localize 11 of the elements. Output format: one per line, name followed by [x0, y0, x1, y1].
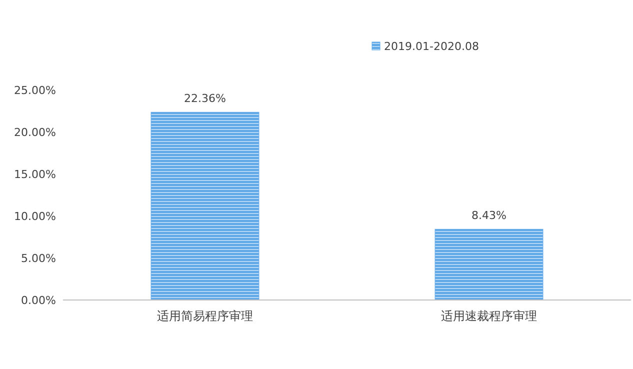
x-tick-label: 适用简易程序审理	[157, 309, 253, 323]
y-tick-label: 20.00%	[14, 126, 56, 139]
data-label: 22.36%	[184, 92, 226, 106]
legend-label: 2019.01-2020.08	[384, 40, 479, 53]
data-label: 8.43%	[472, 209, 506, 222]
y-tick-label: 10.00%	[14, 210, 56, 223]
x-tick-label: 适用速裁程序审理	[441, 309, 537, 323]
y-tick-label: 0.00%	[21, 294, 56, 307]
y-tick-label: 5.00%	[21, 252, 56, 265]
y-tick-label: 25.00%	[14, 84, 56, 97]
y-tick-label: 15.00%	[14, 168, 56, 181]
